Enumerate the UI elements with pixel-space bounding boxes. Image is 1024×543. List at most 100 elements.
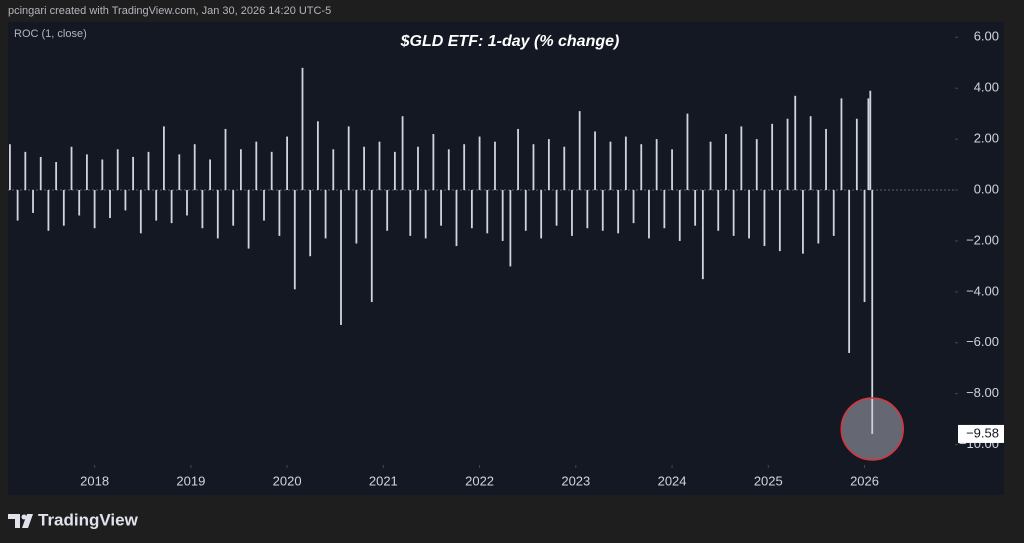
- bar: [424, 190, 427, 239]
- bar: [209, 159, 212, 191]
- y-tick-label: −8.00: [966, 385, 999, 400]
- bar: [263, 190, 265, 221]
- bar: [324, 190, 327, 239]
- bar: [617, 190, 620, 234]
- bar: [871, 190, 874, 434]
- y-tick-label: 6.00: [974, 29, 999, 44]
- bar: [186, 190, 188, 216]
- bar: [101, 159, 104, 191]
- bar: [794, 95, 797, 191]
- bar: [817, 190, 820, 244]
- bar: [840, 98, 843, 191]
- bar: [763, 190, 766, 247]
- bar: [532, 144, 535, 191]
- x-tick-label: 2021: [369, 473, 398, 488]
- bar: [378, 141, 381, 191]
- chart-panel: [8, 22, 1004, 495]
- bar: [717, 190, 720, 231]
- bar: [386, 190, 389, 231]
- bar: [309, 190, 312, 257]
- y-tick-label: −6.00: [966, 334, 999, 349]
- bar: [867, 98, 870, 191]
- bar: [663, 190, 666, 229]
- bar: [9, 144, 11, 191]
- bar: [216, 190, 219, 239]
- bar: [486, 190, 489, 234]
- bar: [116, 149, 119, 191]
- bar: [455, 190, 458, 247]
- bar: [293, 190, 296, 290]
- y-tick-label: 4.00: [974, 80, 999, 95]
- bar: [524, 190, 527, 231]
- bar: [270, 151, 273, 191]
- bar: [563, 146, 566, 191]
- bar: [355, 190, 358, 244]
- bar: [316, 121, 319, 191]
- bar: [109, 190, 111, 219]
- bar: [832, 190, 835, 236]
- bar: [547, 139, 550, 191]
- bar: [601, 190, 604, 231]
- bar: [655, 139, 658, 191]
- bar: [517, 128, 519, 191]
- bar: [340, 190, 342, 325]
- bar: [24, 151, 27, 191]
- bar: [778, 190, 781, 252]
- bar: [178, 154, 181, 191]
- y-tick-label: −4.00: [966, 283, 999, 298]
- bar: [555, 190, 558, 226]
- bar: [825, 128, 827, 191]
- bar: [463, 144, 466, 191]
- logo: [8, 514, 33, 528]
- x-tick-label: 2024: [658, 473, 687, 488]
- bar: [240, 149, 242, 191]
- bar: [701, 190, 704, 280]
- bar: [93, 190, 96, 229]
- bar: [62, 190, 65, 226]
- x-tick-label: 2025: [754, 473, 783, 488]
- bar: [671, 149, 673, 191]
- bar: [447, 149, 450, 191]
- last-value-label: −9.58: [966, 425, 999, 440]
- bar: [147, 151, 150, 191]
- bar: [755, 139, 758, 191]
- bar: [624, 136, 627, 191]
- bar: [409, 190, 412, 236]
- bar: [578, 111, 581, 191]
- bar: [193, 144, 196, 191]
- bar: [332, 149, 335, 191]
- bar: [201, 190, 204, 229]
- bar: [247, 190, 250, 249]
- bar: [224, 128, 227, 191]
- bar: [39, 156, 42, 191]
- bar: [363, 146, 365, 191]
- bar: [694, 190, 697, 226]
- bar: [301, 67, 304, 191]
- bar: [609, 141, 612, 191]
- bar: [632, 190, 635, 224]
- bar: [393, 151, 396, 191]
- bar: [432, 134, 435, 191]
- bar: [286, 136, 288, 191]
- bar: [648, 190, 650, 239]
- bar: [863, 190, 866, 303]
- bar: [78, 190, 81, 216]
- bar: [640, 144, 643, 191]
- bar: [440, 190, 442, 226]
- bar: [347, 126, 350, 191]
- bar: [139, 190, 142, 234]
- bar: [86, 154, 88, 191]
- bar: [802, 190, 804, 254]
- y-tick-label: −2.00: [966, 232, 999, 247]
- header: pcingari created with TradingView.com, J…: [8, 5, 331, 17]
- bar: [809, 116, 812, 191]
- bar: [132, 156, 135, 191]
- bar: [571, 190, 573, 236]
- x-tick-label: 2023: [561, 473, 590, 488]
- indicator-label: ROC (1, close): [14, 28, 87, 40]
- bar: [869, 90, 872, 191]
- bar: [470, 190, 473, 229]
- bar: [686, 113, 689, 191]
- bar: [232, 190, 235, 226]
- bar: [478, 136, 481, 191]
